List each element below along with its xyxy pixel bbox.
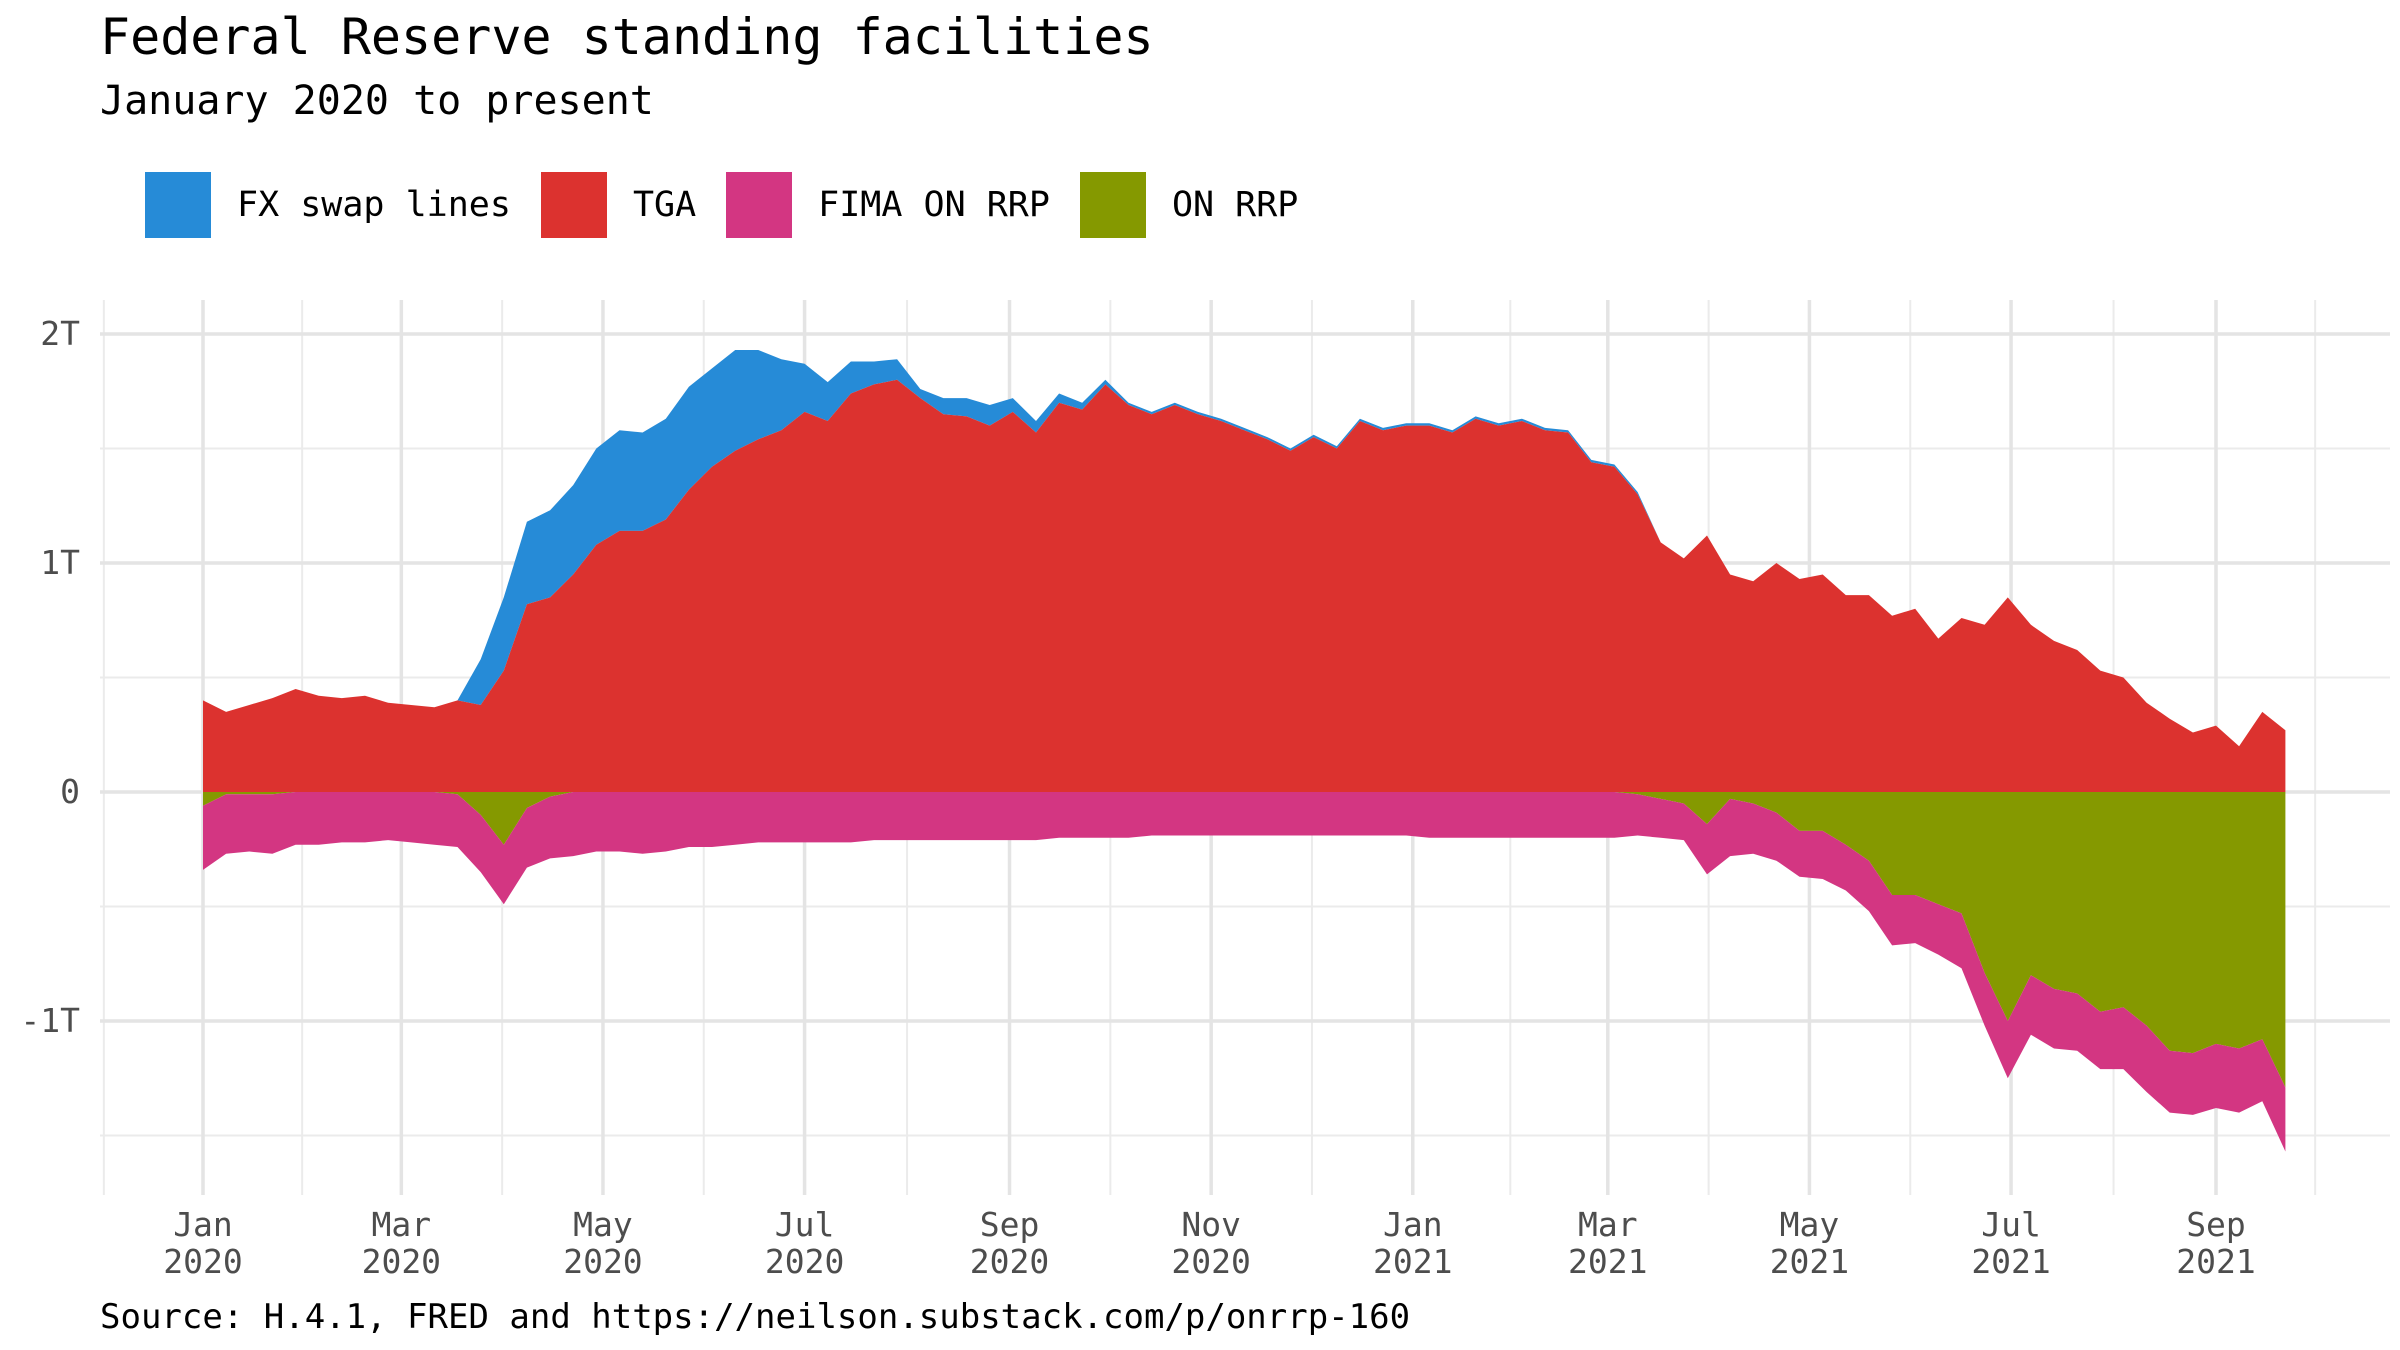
- x-tick-label-year: 2020: [765, 1242, 844, 1281]
- y-tick-label: 0: [60, 772, 80, 811]
- x-tick-label-month: May: [573, 1205, 633, 1244]
- chart-subtitle: January 2020 to present: [100, 78, 654, 124]
- legend-swatch-on-rrp: [1079, 172, 1146, 238]
- x-tick-label-year: 2020: [563, 1242, 642, 1281]
- source-caption: Source: H.4.1, FRED and https://neilson.…: [100, 1297, 1411, 1337]
- chart-title: Federal Reserve standing facilities: [100, 8, 1154, 66]
- x-tick-label-month: Jul: [775, 1205, 835, 1244]
- legend-swatch-fx-swap-lines: [145, 172, 211, 238]
- x-tick-label-year: 2021: [2176, 1242, 2255, 1281]
- y-tick-label: 2T: [40, 314, 80, 353]
- x-tick-label-month: Sep: [980, 1205, 1040, 1244]
- legend-label-fima-on-rrp: FIMA ON RRP: [818, 185, 1050, 225]
- x-tick-label-month: Sep: [2186, 1205, 2246, 1244]
- x-tick-label-year: 2020: [362, 1242, 441, 1281]
- x-tick-label-month: Jul: [1981, 1205, 2041, 1244]
- legend: FX swap lines TGA FIMA ON RRP ON RRP: [145, 172, 1328, 238]
- legend-swatch-fima-on-rrp: [726, 172, 793, 238]
- y-tick-label: -1T: [20, 1001, 80, 1040]
- x-tick-label-month: Jan: [173, 1205, 233, 1244]
- x-tick-label-year: 2021: [1971, 1242, 2050, 1281]
- x-tick-label-month: Mar: [1578, 1205, 1638, 1244]
- x-tick-label-year: 2020: [163, 1242, 242, 1281]
- area-on-rrp: [203, 792, 2286, 1088]
- x-tick-label-month: May: [1780, 1205, 1840, 1244]
- area-tga: [203, 379, 2286, 792]
- legend-item-tga: TGA: [540, 172, 697, 238]
- x-tick-label-month: Jan: [1383, 1205, 1443, 1244]
- x-tick-label-year: 2021: [1568, 1242, 1647, 1281]
- legend-item-fima-on-rrp: FIMA ON RRP: [726, 172, 1050, 238]
- legend-swatch-tga: [540, 172, 607, 238]
- legend-item-on-rrp: ON RRP: [1079, 172, 1299, 238]
- x-tick-label-year: 2021: [1770, 1242, 1849, 1281]
- legend-label-fx-swap-lines: FX swap lines: [237, 185, 511, 225]
- x-tick-label-year: 2020: [970, 1242, 1049, 1281]
- y-tick-label: 1T: [40, 543, 80, 582]
- x-tick-label-year: 2021: [1373, 1242, 1452, 1281]
- legend-label-on-rrp: ON RRP: [1171, 185, 1299, 225]
- x-tick-label-month: Nov: [1181, 1205, 1241, 1244]
- legend-item-fx-swap-lines: FX swap lines: [145, 172, 511, 238]
- x-tick-label-month: Mar: [372, 1205, 432, 1244]
- area-fx-swap-lines: [203, 350, 2286, 747]
- legend-label-tga: TGA: [632, 185, 697, 225]
- area-fima-on-rrp: [203, 792, 2286, 1152]
- x-tick-label-year: 2020: [1171, 1242, 1250, 1281]
